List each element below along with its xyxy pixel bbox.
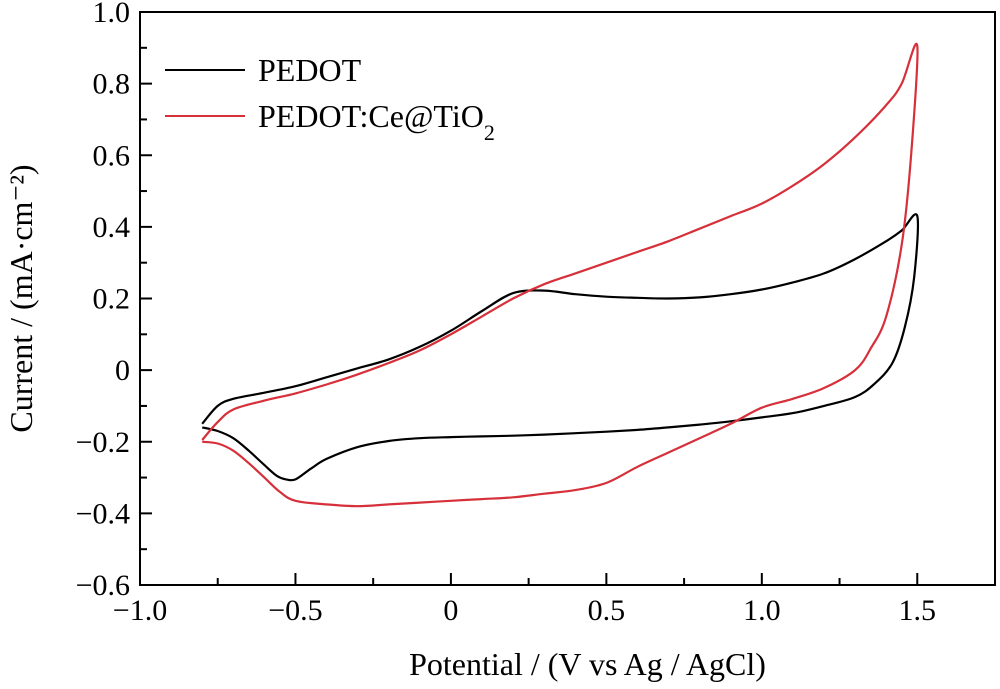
x-tick-label: 0.5: [588, 594, 626, 627]
plot-frame: [139, 11, 996, 586]
y-tick-label: −0.2: [76, 426, 130, 459]
x-axis-ticks: −1.0 −0.5 0 0.5 1.0 1.5: [113, 573, 936, 627]
legend-label-pedot-ce-tio2: PEDOT:Ce@TiO2: [258, 98, 495, 145]
y-tick-label: 0: [115, 354, 130, 387]
x-tick-label: 0: [443, 594, 458, 627]
x-tick-label: 1.0: [743, 594, 781, 627]
y-tick-label: 0.2: [93, 283, 131, 316]
y-axis-label: Current / (mA·cm⁻²): [3, 164, 39, 432]
x-tick-label: −1.0: [113, 594, 167, 627]
legend-label-pedot: PEDOT: [258, 52, 362, 88]
x-tick-label: −0.5: [268, 594, 322, 627]
y-tick-label: −0.4: [76, 497, 130, 530]
y-axis-ticks: −0.6 −0.4 −0.2 0 0.2 0.4 0.6 0.8 1.0: [76, 0, 152, 602]
series-layer: [201, 42, 920, 508]
y-tick-label: 0.4: [93, 211, 131, 244]
y-tick-label: −0.6: [76, 569, 130, 602]
series-line-0: [201, 213, 920, 482]
y-tick-label: 0.6: [93, 139, 131, 172]
legend-subscript: 2: [484, 120, 495, 145]
series-line-1: [201, 42, 919, 508]
y-tick-label: 0.8: [93, 68, 131, 101]
y-tick-label: 1.0: [93, 0, 131, 29]
x-tick-label: 1.5: [899, 594, 937, 627]
x-axis-label: Potential / (V vs Ag / AgCl): [409, 646, 766, 682]
legend: PEDOT PEDOT:Ce@TiO2: [165, 52, 495, 145]
